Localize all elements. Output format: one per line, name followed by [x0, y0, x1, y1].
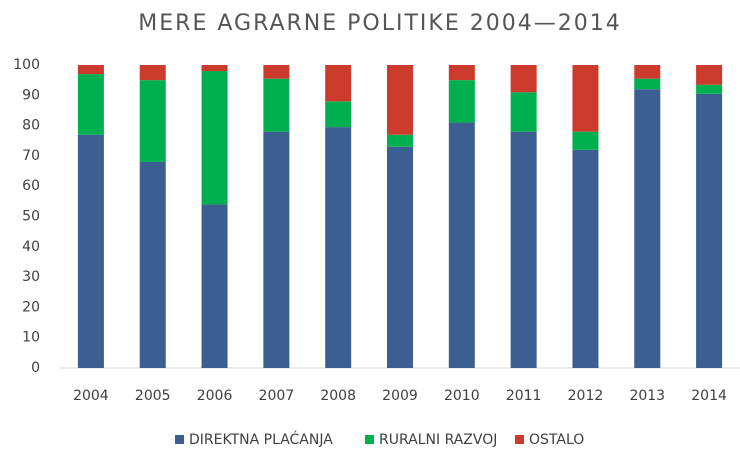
x-tick-label: 2014: [691, 388, 727, 404]
chart-title: MERE AGRARNE POLITIKE 2004—2014: [138, 11, 621, 36]
y-tick-label: 40: [22, 239, 40, 255]
bar-segment: [263, 131, 290, 368]
y-tick-label: 10: [22, 330, 40, 346]
y-tick-label: 70: [22, 148, 40, 164]
bar-segment: [510, 65, 537, 93]
legend-swatch: [175, 435, 184, 444]
bar-segment: [448, 65, 475, 81]
bar-segment: [77, 74, 104, 135]
bar-segment: [263, 65, 290, 79]
x-tick-label: 2008: [320, 388, 356, 404]
bar-segment: [634, 89, 661, 369]
bar-segment: [572, 65, 599, 132]
bar-segment: [572, 149, 599, 368]
y-tick-label: 80: [22, 118, 40, 134]
y-tick-label: 100: [13, 57, 40, 73]
bar-segment: [387, 146, 413, 368]
bar-segment: [696, 84, 723, 94]
bar-segment: [696, 65, 723, 85]
legend-swatch: [515, 435, 524, 444]
bar-segment: [510, 131, 537, 368]
y-tick-label: 30: [22, 269, 40, 285]
bar-segment: [139, 65, 166, 81]
bar-segment: [201, 204, 228, 368]
x-tick-label: 2006: [197, 388, 233, 404]
x-tick-label: 2007: [259, 388, 295, 404]
x-tick-label: 2010: [444, 388, 480, 404]
bar-segment: [387, 65, 413, 135]
y-tick-label: 20: [22, 299, 40, 315]
bar-segment: [139, 80, 166, 162]
x-tick-label: 2011: [506, 388, 542, 404]
x-tick-label: 2005: [135, 388, 171, 404]
y-tick-label: 60: [22, 178, 40, 194]
bar-segment: [510, 92, 537, 132]
bar-segment: [572, 131, 599, 150]
bar-segment: [448, 80, 475, 123]
x-tick-label: 2013: [629, 388, 665, 404]
bar-segment: [634, 65, 661, 79]
x-tick-label: 2004: [73, 388, 109, 404]
bar-segment: [325, 65, 352, 102]
bar-segment: [77, 134, 104, 368]
legend-label: OSTALO: [529, 432, 584, 448]
x-tick-label: 2009: [382, 388, 418, 404]
bar-segment: [387, 134, 413, 147]
bar-segment: [201, 65, 228, 72]
bar-segment: [696, 93, 723, 368]
legend-label: RURALNI RAZVOJ: [379, 432, 497, 448]
bar-segment: [201, 71, 228, 205]
bar-segment: [325, 101, 352, 128]
legend-swatch: [365, 435, 374, 444]
bar-segment: [139, 161, 166, 368]
legend-label: DIREKTNA PLAĆANJA: [189, 430, 333, 448]
bar-segment: [325, 127, 352, 369]
bar-segment: [448, 122, 475, 368]
x-tick-label: 2012: [568, 388, 604, 404]
bar-segment: [634, 78, 661, 90]
y-tick-label: 0: [31, 360, 40, 376]
y-tick-label: 50: [22, 209, 40, 225]
bar-segment: [77, 65, 104, 75]
y-tick-label: 90: [22, 87, 40, 103]
bar-segment: [263, 78, 290, 132]
